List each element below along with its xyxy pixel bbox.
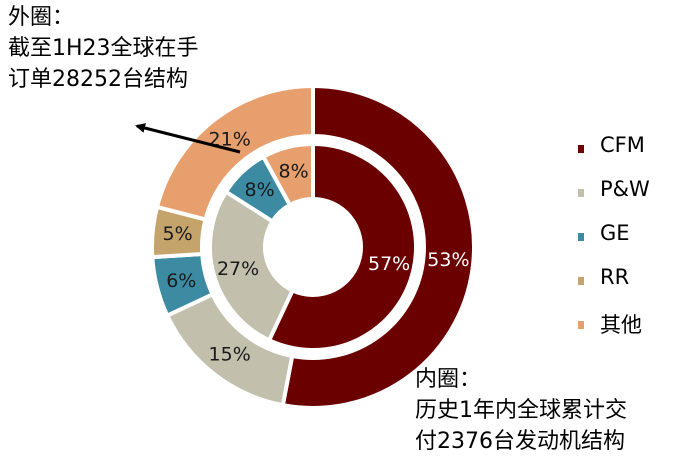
- outer-slice-label: 5%: [163, 223, 193, 245]
- outer-ring-annotation: 外圈： 截至1H23全球在手 订单28252台结构: [8, 2, 199, 95]
- donut-rings: [150, 83, 476, 410]
- legend-label: 其他: [600, 313, 642, 337]
- inner-slice-label: 27%: [217, 258, 259, 280]
- legend-label: P&W: [600, 177, 650, 201]
- outer-ring-annotation-line: 截至1H23全球在手: [8, 36, 199, 61]
- legend-swatch: [578, 233, 584, 241]
- inner-ring-annotation-line: 历史1年内全球累计交: [415, 398, 627, 423]
- outer-slice-label: 21%: [209, 129, 251, 151]
- outer-slice-: [154, 83, 315, 222]
- inner-ring-annotation-line: 内圈：: [415, 367, 482, 392]
- inner-slice-: [260, 141, 315, 208]
- annotation-arrow: [135, 123, 241, 154]
- legend-swatch: [578, 277, 584, 285]
- legend-label: RR: [600, 265, 630, 289]
- outer-slice-label: 53%: [427, 249, 469, 271]
- legend-swatch: [578, 189, 584, 197]
- legend-label: CFM: [600, 133, 645, 157]
- outer-ring-annotation-line: 订单28252台结构: [8, 67, 188, 92]
- inner-ring-annotation: 内圈： 历史1年内全球累计交 付2376台发动机结构: [415, 364, 627, 457]
- legend-swatch: [578, 321, 584, 329]
- inner-slice-pw: [208, 189, 296, 343]
- inner-slice-label: 8%: [245, 179, 275, 201]
- inner-slice-label: 8%: [279, 160, 309, 182]
- inner-slice-label: 57%: [368, 253, 410, 275]
- inner-slice-cfm: [266, 141, 418, 352]
- legend-label: GE: [600, 221, 630, 245]
- legend-swatch: [578, 145, 584, 153]
- outer-slice-label: 15%: [209, 343, 251, 365]
- slice-labels: 57% 27% 8%8% 53% 15% 6% 5% 21%: [163, 129, 470, 366]
- outer-ring-annotation-line: 外圈：: [8, 5, 75, 30]
- outer-slice-cfm: [280, 83, 476, 410]
- outer-slice-label: 6%: [166, 270, 196, 292]
- inner-ring-annotation-line: 付2376台发动机结构: [415, 429, 625, 454]
